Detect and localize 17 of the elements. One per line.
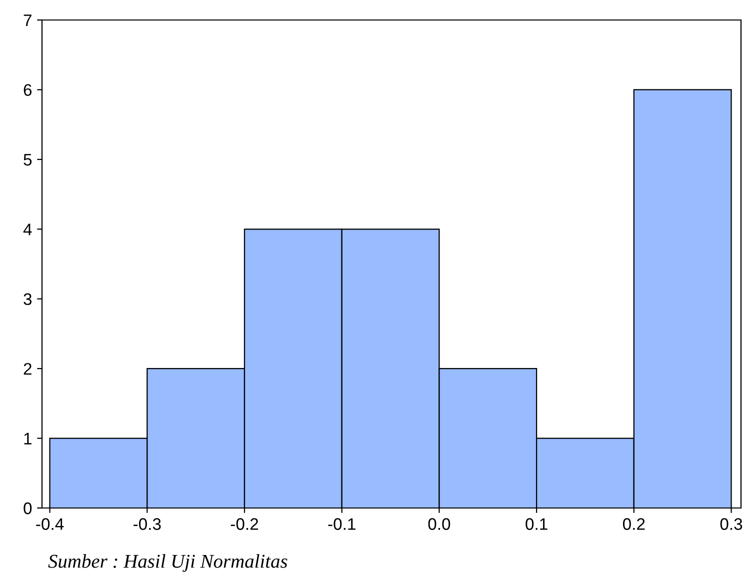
y-tick-label: 2	[24, 362, 32, 375]
y-tick-label: 3	[24, 293, 32, 306]
x-tick-label: -0.4	[36, 518, 64, 530]
y-tick-label: 6	[24, 84, 32, 96]
x-tick-label: 0.0	[428, 518, 450, 530]
y-tick-label: 4	[23, 224, 32, 236]
x-tick-label: -0.2	[230, 518, 258, 530]
y-tick-label: 7	[24, 14, 32, 26]
x-tick-label: -0.1	[328, 518, 356, 530]
y-tick-label: 5	[24, 154, 32, 166]
y-tick-label: 1	[24, 432, 32, 444]
y-tick-label: 0	[24, 502, 32, 514]
x-tick-label: -0.3	[134, 518, 161, 530]
text: Sumber : Hasil Uji Normalitas	[48, 554, 288, 572]
x-tick-label: 0.2	[622, 518, 645, 530]
x-tick-label: 0.3	[720, 518, 742, 530]
x-tick-label: 0.1	[526, 518, 548, 530]
